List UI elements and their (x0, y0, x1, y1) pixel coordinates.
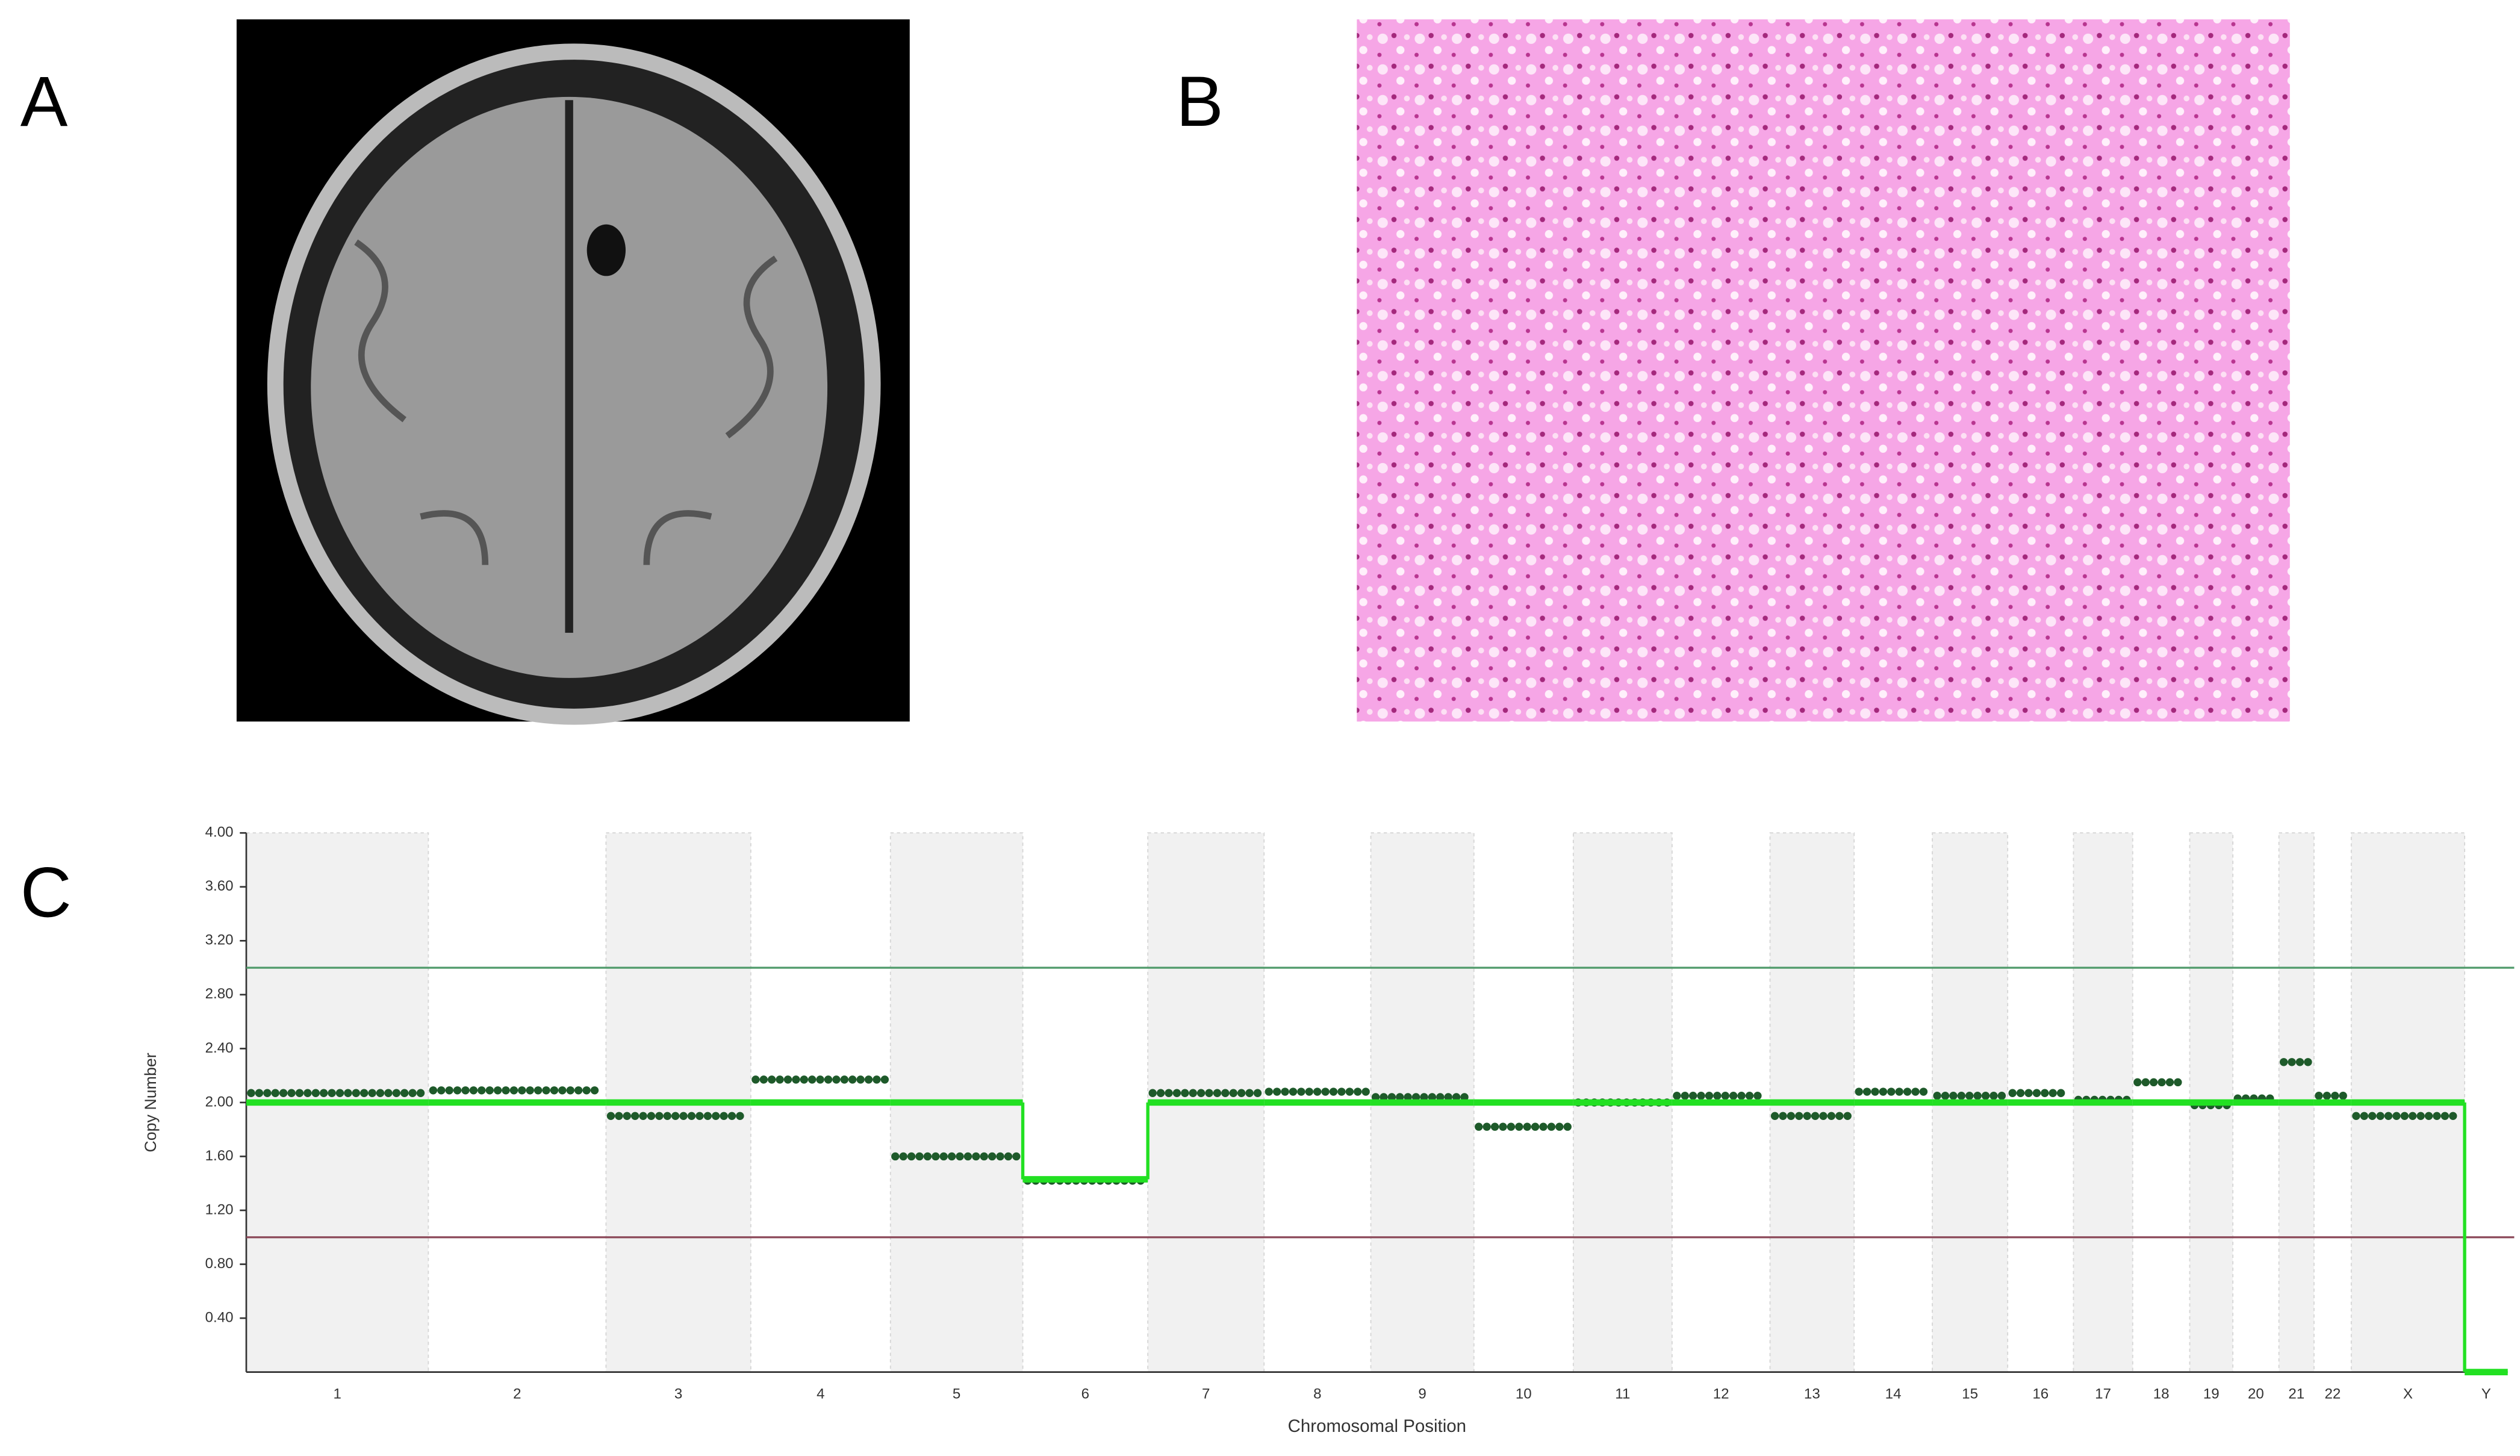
x-tick-label: 10 (1516, 1386, 1532, 1402)
x-tick-label: 3 (674, 1386, 682, 1402)
x-tick-label: 17 (2095, 1386, 2111, 1402)
y-tick-label: 4.00 (205, 824, 234, 841)
y-tick-label: 1.20 (205, 1201, 234, 1218)
x-tick-label: 9 (1418, 1386, 1426, 1402)
copy-number-chart: 1 2 3 4 5 6 7 8 9 10 11 12 13 14 15 16 17 18 19 20 21 22 X Y0.4… (142, 824, 2515, 1436)
x-tick-label: 13 (1804, 1386, 1820, 1402)
x-tick-label: 5 (953, 1386, 960, 1402)
x-tick-label: X (2403, 1386, 2413, 1402)
x-tick-label: 11 (1615, 1386, 1630, 1402)
panel-label: A (20, 61, 68, 141)
x-tick-label: 22 (2324, 1386, 2341, 1402)
y-axis-label: Copy Number (142, 1053, 160, 1152)
x-tick-label: 7 (1202, 1386, 1210, 1402)
y-tick-label: 0.80 (205, 1255, 234, 1272)
y-tick-label: 3.60 (205, 878, 234, 894)
x-tick-label: 14 (1885, 1386, 1902, 1402)
x-tick-label: 2 (513, 1386, 521, 1402)
x-tick-label: 19 (2203, 1386, 2220, 1402)
x-tick-label: Y (2481, 1386, 2491, 1402)
y-tick-label: 0.40 (205, 1309, 234, 1325)
x-tick-label: 18 (2153, 1386, 2170, 1402)
x-tick-label: 20 (2248, 1386, 2264, 1402)
histology-image (1357, 19, 2290, 722)
x-tick-label: 15 (1962, 1386, 1978, 1402)
x-tick-label: 12 (1713, 1386, 1729, 1402)
x-tick-label: 16 (2032, 1386, 2049, 1402)
mri-image (236, 19, 910, 725)
x-tick-label: 4 (817, 1386, 824, 1402)
x-axis-label: Chromosomal Position (1288, 1416, 1466, 1436)
panel-label: B (1176, 61, 1224, 141)
x-tick-label: 8 (1313, 1386, 1321, 1402)
x-tick-label: 21 (2288, 1386, 2304, 1402)
y-tick-label: 2.00 (205, 1094, 234, 1110)
x-tick-label: 6 (1081, 1386, 1089, 1402)
panel-label: C (20, 853, 72, 932)
x-tick-label: 1 (333, 1386, 341, 1402)
y-tick-label: 1.60 (205, 1148, 234, 1164)
y-tick-label: 3.20 (205, 932, 234, 948)
y-tick-label: 2.40 (205, 1040, 234, 1056)
y-tick-label: 2.80 (205, 986, 234, 1002)
